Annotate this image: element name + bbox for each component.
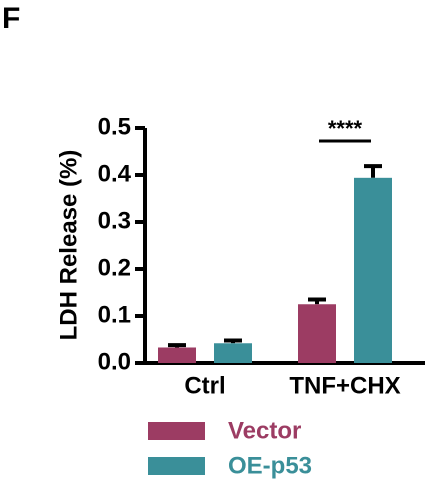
y-tick-label: 0.5 bbox=[98, 113, 131, 140]
bar bbox=[298, 304, 336, 363]
y-tick-label: 0.4 bbox=[98, 160, 132, 187]
bar bbox=[354, 177, 392, 363]
panel-label: F bbox=[2, 2, 20, 35]
legend-label: Vector bbox=[228, 417, 301, 444]
legend-label: OE-p53 bbox=[228, 452, 312, 479]
legend-swatch bbox=[148, 457, 205, 475]
bar bbox=[214, 343, 252, 363]
significance-label: **** bbox=[328, 116, 363, 141]
legend-swatch bbox=[148, 422, 205, 440]
bar bbox=[158, 347, 196, 363]
y-tick-label: 0.1 bbox=[98, 301, 131, 328]
y-tick-label: 0.2 bbox=[98, 254, 131, 281]
y-tick-label: 0.3 bbox=[98, 207, 131, 234]
x-tick-label: Ctrl bbox=[184, 372, 225, 399]
y-tick-label: 0.0 bbox=[98, 348, 131, 375]
x-tick-label: TNF+CHX bbox=[289, 372, 400, 399]
y-axis-label: LDH Release (%) bbox=[55, 150, 82, 341]
